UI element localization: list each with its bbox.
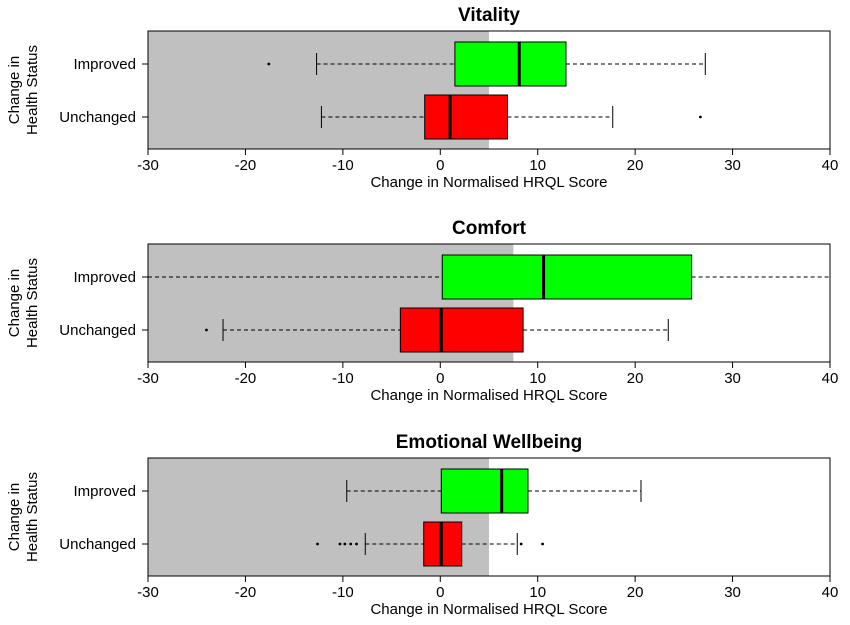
- boxplot-improved: [148, 254, 830, 300]
- box-iqr: [399, 307, 524, 353]
- x-tick-label: 0: [436, 157, 444, 174]
- box-iqr: [440, 468, 529, 514]
- y-axis-label: Change inHealth Status: [6, 472, 41, 562]
- outlier-point: [519, 542, 523, 546]
- group-label: Improved: [73, 269, 136, 286]
- x-tick-label: -20: [235, 584, 257, 601]
- x-tick-label: 40: [822, 584, 839, 601]
- outlier-point: [541, 542, 544, 546]
- outlier-point: [338, 542, 342, 546]
- box-iqr: [441, 254, 693, 300]
- x-tick-label: -30: [137, 584, 159, 601]
- box-iqr: [424, 94, 509, 140]
- outlier-point: [267, 62, 271, 66]
- chart-title: Vitality: [458, 5, 520, 26]
- group-label: Improved: [73, 56, 136, 73]
- outlier-point: [205, 328, 208, 332]
- plot-frame: [147, 30, 831, 150]
- x-tick-label: 20: [627, 370, 644, 387]
- boxplot-unchanged: [316, 521, 544, 567]
- x-tick-label: -30: [137, 370, 159, 387]
- chart-title: Comfort: [452, 218, 527, 239]
- chart-panel: Comfort Improved Unchanged -30 -20 -10 0 10 20 30…: [6, 218, 838, 404]
- x-tick-label: -30: [137, 157, 159, 174]
- x-tick-label: 30: [724, 157, 741, 174]
- x-tick-label: -10: [332, 584, 354, 601]
- x-tick-label: 10: [529, 584, 546, 601]
- outlier-point: [355, 542, 358, 546]
- y-axis-label: Change inHealth Status: [6, 45, 41, 135]
- x-axis-label: Change in Normalised HRQL Score: [370, 174, 607, 191]
- boxplot-unchanged: [320, 94, 702, 140]
- y-axis-label: Change inHealth Status: [6, 258, 41, 348]
- x-tick-label: 40: [822, 157, 839, 174]
- boxplot-improved: [267, 41, 706, 87]
- x-tick-label: 10: [529, 157, 546, 174]
- group-label: Improved: [73, 483, 136, 500]
- plot-frame: [147, 457, 831, 577]
- x-tick-label: 30: [724, 584, 741, 601]
- x-tick-label: 20: [627, 584, 644, 601]
- outlier-point: [699, 115, 702, 119]
- x-tick-label: -10: [332, 157, 354, 174]
- x-tick-label: 40: [822, 370, 839, 387]
- outlier-point: [343, 542, 347, 546]
- x-tick-label: 0: [436, 370, 444, 387]
- outlier-point: [349, 542, 353, 546]
- chart-panel: Vitality Improved Unchanged -30 -20 -10 0 10 20 3…: [6, 5, 838, 191]
- group-label: Unchanged: [59, 109, 136, 126]
- group-label: Unchanged: [59, 322, 136, 339]
- x-tick-label: 10: [529, 370, 546, 387]
- chart-panel: Emotional Wellbeing Improved Unchanged -30 -…: [6, 432, 838, 618]
- x-tick-label: -20: [235, 157, 257, 174]
- x-tick-label: -10: [332, 370, 354, 387]
- x-axis-label: Change in Normalised HRQL Score: [370, 601, 607, 618]
- boxplot-unchanged: [205, 307, 669, 353]
- outlier-point: [316, 542, 319, 546]
- plot-frame: [147, 243, 831, 363]
- boxplot-improved: [346, 468, 642, 514]
- x-axis-label: Change in Normalised HRQL Score: [370, 387, 607, 404]
- box-iqr: [454, 41, 567, 87]
- x-tick-label: -20: [235, 370, 257, 387]
- x-tick-label: 20: [627, 157, 644, 174]
- x-tick-label: 0: [436, 584, 444, 601]
- chart-title: Emotional Wellbeing: [396, 432, 583, 453]
- x-tick-label: 30: [724, 370, 741, 387]
- group-label: Unchanged: [59, 536, 136, 553]
